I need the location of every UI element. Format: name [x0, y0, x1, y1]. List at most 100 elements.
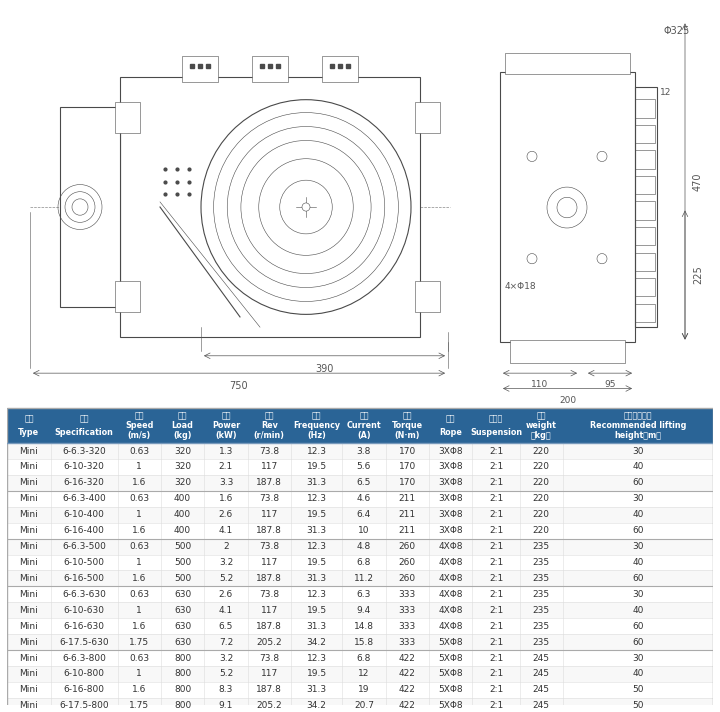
FancyBboxPatch shape — [7, 682, 713, 698]
Text: 5XΦ8: 5XΦ8 — [438, 654, 463, 663]
FancyBboxPatch shape — [7, 666, 713, 682]
Bar — [635, 303, 655, 322]
Text: 1: 1 — [136, 511, 142, 519]
Text: 50: 50 — [632, 686, 644, 694]
Text: 4.8: 4.8 — [357, 542, 371, 551]
Text: 6-16-500: 6-16-500 — [63, 574, 104, 583]
FancyBboxPatch shape — [7, 523, 713, 539]
Text: 117: 117 — [261, 511, 278, 519]
Text: 31.3: 31.3 — [307, 622, 327, 631]
Text: 170: 170 — [399, 446, 416, 456]
Text: 34.2: 34.2 — [307, 701, 327, 711]
Text: 3XΦ8: 3XΦ8 — [438, 478, 463, 488]
Text: 110: 110 — [531, 380, 549, 389]
Text: 73.8: 73.8 — [259, 494, 279, 503]
Text: (Hz): (Hz) — [307, 431, 326, 440]
Text: 1: 1 — [136, 606, 142, 614]
Text: 6-17.5-800: 6-17.5-800 — [59, 701, 109, 711]
Bar — [500, 72, 635, 342]
Text: 422: 422 — [399, 669, 415, 679]
Text: 117: 117 — [261, 606, 278, 614]
Text: 4.6: 4.6 — [357, 494, 371, 503]
Text: Mini: Mini — [19, 558, 38, 567]
Text: 320: 320 — [174, 478, 192, 488]
Text: 40: 40 — [632, 669, 644, 679]
Text: Mini: Mini — [19, 511, 38, 519]
Text: 6-6.3-630: 6-6.3-630 — [62, 590, 106, 599]
Text: 1.6: 1.6 — [132, 622, 146, 631]
Text: 260: 260 — [399, 574, 416, 583]
Text: 3XΦ8: 3XΦ8 — [438, 494, 463, 503]
Text: 19.5: 19.5 — [307, 558, 327, 567]
Text: 422: 422 — [399, 686, 415, 694]
Text: 400: 400 — [174, 526, 192, 535]
Text: 规格: 规格 — [79, 414, 89, 423]
FancyBboxPatch shape — [7, 634, 713, 650]
Text: 3XΦ8: 3XΦ8 — [438, 446, 463, 456]
FancyBboxPatch shape — [7, 587, 713, 602]
Text: 1.6: 1.6 — [132, 574, 146, 583]
Text: 470: 470 — [693, 172, 703, 191]
Bar — [635, 125, 655, 143]
Text: (kW): (kW) — [215, 431, 237, 440]
Text: 500: 500 — [174, 542, 192, 551]
Text: 117: 117 — [261, 463, 278, 471]
Text: 2:1: 2:1 — [489, 478, 503, 488]
Text: 6-6.3-400: 6-6.3-400 — [62, 494, 106, 503]
Text: 1.3: 1.3 — [219, 446, 233, 456]
Text: Speed: Speed — [125, 421, 153, 430]
Bar — [322, 56, 358, 82]
Text: 20.7: 20.7 — [354, 701, 374, 711]
Text: Φ325: Φ325 — [663, 26, 689, 36]
Text: 60: 60 — [632, 574, 644, 583]
Text: 31.3: 31.3 — [307, 478, 327, 488]
Text: 2.6: 2.6 — [219, 511, 233, 519]
Text: 9.1: 9.1 — [219, 701, 233, 711]
Text: 235: 235 — [533, 638, 550, 646]
Text: 630: 630 — [174, 606, 192, 614]
Text: 2:1: 2:1 — [489, 542, 503, 551]
Text: 2:1: 2:1 — [489, 463, 503, 471]
Text: 0.63: 0.63 — [129, 590, 149, 599]
Text: 2:1: 2:1 — [489, 606, 503, 614]
Text: 4XΦ8: 4XΦ8 — [438, 542, 463, 551]
Text: 73.8: 73.8 — [259, 654, 279, 663]
Text: 6.5: 6.5 — [356, 478, 371, 488]
Text: (N·m): (N·m) — [395, 431, 420, 440]
Text: 422: 422 — [399, 701, 415, 711]
Text: 220: 220 — [533, 526, 550, 535]
Text: Suspension: Suspension — [470, 428, 522, 437]
Text: 12: 12 — [660, 88, 671, 97]
Bar — [635, 278, 655, 296]
Text: （kg）: （kg） — [531, 431, 552, 440]
Text: Mini: Mini — [19, 478, 38, 488]
Text: 4×Φ18: 4×Φ18 — [505, 282, 536, 290]
Text: 200: 200 — [559, 396, 576, 404]
Text: 235: 235 — [533, 574, 550, 583]
Text: 1: 1 — [136, 558, 142, 567]
Text: 400: 400 — [174, 494, 192, 503]
Text: 235: 235 — [533, 558, 550, 567]
Text: 12.3: 12.3 — [307, 590, 327, 599]
FancyBboxPatch shape — [7, 570, 713, 587]
Text: 电流: 电流 — [359, 411, 369, 420]
Text: Mini: Mini — [19, 542, 38, 551]
Text: 235: 235 — [533, 606, 550, 614]
Text: Load: Load — [171, 421, 194, 430]
FancyBboxPatch shape — [7, 602, 713, 618]
Text: 73.8: 73.8 — [259, 542, 279, 551]
Text: 220: 220 — [533, 478, 550, 488]
Text: 211: 211 — [399, 526, 416, 535]
Text: 30: 30 — [632, 654, 644, 663]
Bar — [635, 253, 655, 271]
Text: 30: 30 — [632, 494, 644, 503]
Text: 3.2: 3.2 — [219, 558, 233, 567]
Text: 5XΦ8: 5XΦ8 — [438, 701, 463, 711]
Text: 6-10-630: 6-10-630 — [63, 606, 104, 614]
Text: 630: 630 — [174, 622, 192, 631]
Text: 117: 117 — [261, 558, 278, 567]
Text: Mini: Mini — [19, 654, 38, 663]
Text: 500: 500 — [174, 558, 192, 567]
Bar — [635, 150, 655, 169]
Text: 曳引比: 曳引比 — [489, 414, 503, 423]
